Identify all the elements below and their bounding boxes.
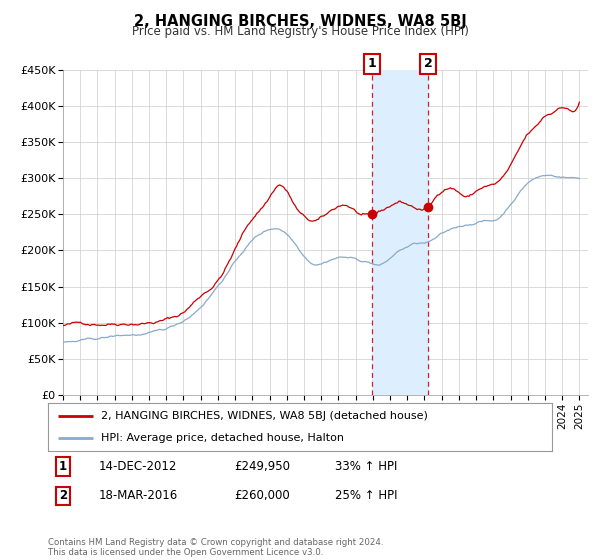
Text: 1: 1 xyxy=(59,460,67,473)
Text: £249,950: £249,950 xyxy=(235,460,290,473)
Text: 33% ↑ HPI: 33% ↑ HPI xyxy=(335,460,398,473)
Bar xyxy=(372,70,428,395)
Text: 14-DEC-2012: 14-DEC-2012 xyxy=(98,460,177,473)
Text: £260,000: £260,000 xyxy=(235,489,290,502)
Text: Price paid vs. HM Land Registry's House Price Index (HPI): Price paid vs. HM Land Registry's House … xyxy=(131,25,469,38)
Text: 2: 2 xyxy=(424,57,433,70)
Text: Contains HM Land Registry data © Crown copyright and database right 2024.
This d: Contains HM Land Registry data © Crown c… xyxy=(48,538,383,557)
Text: 2, HANGING BIRCHES, WIDNES, WA8 5BJ (detached house): 2, HANGING BIRCHES, WIDNES, WA8 5BJ (det… xyxy=(101,411,428,421)
Text: 2, HANGING BIRCHES, WIDNES, WA8 5BJ: 2, HANGING BIRCHES, WIDNES, WA8 5BJ xyxy=(134,14,466,29)
Text: HPI: Average price, detached house, Halton: HPI: Average price, detached house, Halt… xyxy=(101,433,344,443)
Text: 2: 2 xyxy=(59,489,67,502)
Text: 25% ↑ HPI: 25% ↑ HPI xyxy=(335,489,398,502)
Text: 1: 1 xyxy=(368,57,376,70)
Text: 18-MAR-2016: 18-MAR-2016 xyxy=(98,489,178,502)
